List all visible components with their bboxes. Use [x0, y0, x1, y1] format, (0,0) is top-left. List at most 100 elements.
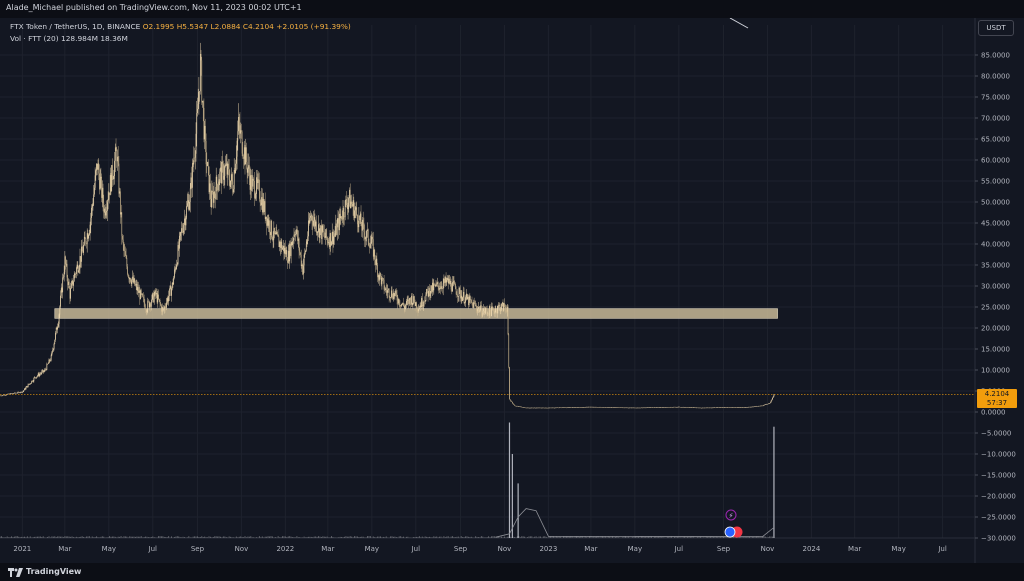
volume-bar — [534, 536, 536, 538]
candle-body — [24, 388, 25, 391]
candle-body — [14, 392, 15, 394]
volume-bar — [191, 537, 193, 538]
news-icon[interactable] — [724, 526, 736, 538]
symbol-name[interactable]: FTX Token / TetherUS, 1D, BINANCE — [10, 22, 141, 31]
candle-body — [772, 397, 773, 400]
candle-body — [607, 407, 609, 408]
candle-body — [437, 282, 438, 284]
candle-body — [690, 407, 691, 408]
candle-body — [713, 407, 714, 409]
candle-body — [94, 187, 95, 195]
candle-body — [104, 208, 105, 213]
volume-bar — [338, 537, 340, 538]
volume-bar — [578, 537, 580, 538]
volume-bar — [522, 536, 524, 538]
candle-body — [270, 220, 272, 235]
lightning-icon[interactable] — [725, 509, 737, 521]
volume-bar — [650, 536, 652, 538]
volume-bar — [535, 536, 537, 538]
volume-bar — [65, 536, 67, 538]
volume-bar — [622, 537, 624, 538]
volume-label[interactable]: Vol · FTT (20) — [10, 34, 59, 43]
volume-bar — [542, 536, 544, 538]
x-tick-label: Mar — [584, 545, 597, 553]
chart-area[interactable]: 85.0000 80.0000 75.0000 70.0000 65.0000 60.00… — [0, 17, 1024, 563]
candle-body — [192, 163, 194, 165]
candle-body — [492, 308, 494, 310]
candle-body — [723, 407, 724, 408]
candle-body — [481, 315, 483, 317]
candle-body — [698, 407, 700, 409]
volume-bar — [341, 536, 343, 538]
candle-body — [653, 407, 654, 409]
legend-volume-row: Vol · FTT (20) 128.984M 18.36M — [10, 33, 351, 45]
volume-bar — [712, 536, 714, 538]
candle-body — [412, 302, 414, 306]
candle-body — [91, 207, 92, 218]
candle-body — [470, 299, 471, 301]
volume-bar — [766, 537, 768, 538]
currency-button[interactable]: USDT — [978, 20, 1014, 36]
tradingview-logo-icon[interactable] — [8, 568, 23, 577]
volume-bar — [182, 536, 184, 538]
volume-bar — [734, 536, 736, 538]
candle-body — [283, 245, 285, 254]
candle-body — [194, 157, 195, 159]
volume-bar — [271, 536, 273, 538]
volume-bar — [142, 537, 144, 538]
lightning-glyph: ⚡ — [729, 512, 734, 520]
candle-body — [538, 407, 540, 409]
candle-body — [495, 308, 497, 311]
candle-body — [253, 179, 255, 181]
volume-bar — [590, 536, 592, 538]
volume-bar — [681, 537, 683, 538]
candle-body — [605, 407, 607, 408]
candle-body — [328, 242, 329, 244]
candle-body — [249, 175, 251, 190]
volume-bar — [613, 537, 615, 538]
price-chart[interactable]: 85.000080.000075.000070.000065.000060.00… — [0, 17, 1024, 563]
candle-body — [635, 407, 636, 409]
candle-body — [671, 407, 673, 408]
volume-bar — [594, 537, 596, 538]
candle-body — [354, 209, 356, 211]
volume-bar — [682, 536, 684, 538]
candle-body — [601, 407, 603, 408]
candle-body — [232, 181, 234, 193]
tradingview-brand[interactable]: TradingView — [26, 567, 82, 576]
volume-bar — [658, 536, 660, 538]
event-icons[interactable]: ⚡ — [724, 509, 743, 538]
candle-body — [574, 407, 576, 408]
volume-bar — [306, 537, 308, 538]
candle-body — [18, 392, 20, 393]
candle-body — [69, 288, 71, 299]
candle-body — [258, 179, 260, 180]
candle-body — [392, 296, 394, 300]
volume-bar — [9, 537, 11, 538]
trend-line-drawing[interactable] — [729, 17, 749, 29]
candle-body — [537, 407, 538, 409]
candle-body — [319, 228, 321, 238]
volume-bar — [345, 536, 347, 538]
candle-body — [693, 407, 695, 408]
candle-body — [724, 407, 726, 408]
candle-body — [443, 278, 445, 284]
volume-bar — [244, 536, 246, 538]
volume-bar — [488, 536, 490, 538]
candle-body — [285, 250, 287, 255]
volume-bar — [129, 536, 131, 538]
candle-body — [350, 201, 352, 209]
volume-bar — [319, 536, 321, 538]
volume-bar — [761, 536, 763, 538]
candle-body — [400, 305, 402, 307]
candle-body — [697, 407, 698, 409]
candle-body — [602, 407, 604, 408]
candle-body — [386, 290, 388, 293]
volume-bar — [217, 536, 219, 538]
volume-bar — [302, 537, 304, 538]
candle-body — [333, 236, 334, 245]
volume-bar — [243, 537, 245, 538]
candle-body — [646, 407, 648, 408]
volume-bar — [266, 536, 268, 538]
support-zone-rectangle[interactable] — [54, 308, 778, 319]
